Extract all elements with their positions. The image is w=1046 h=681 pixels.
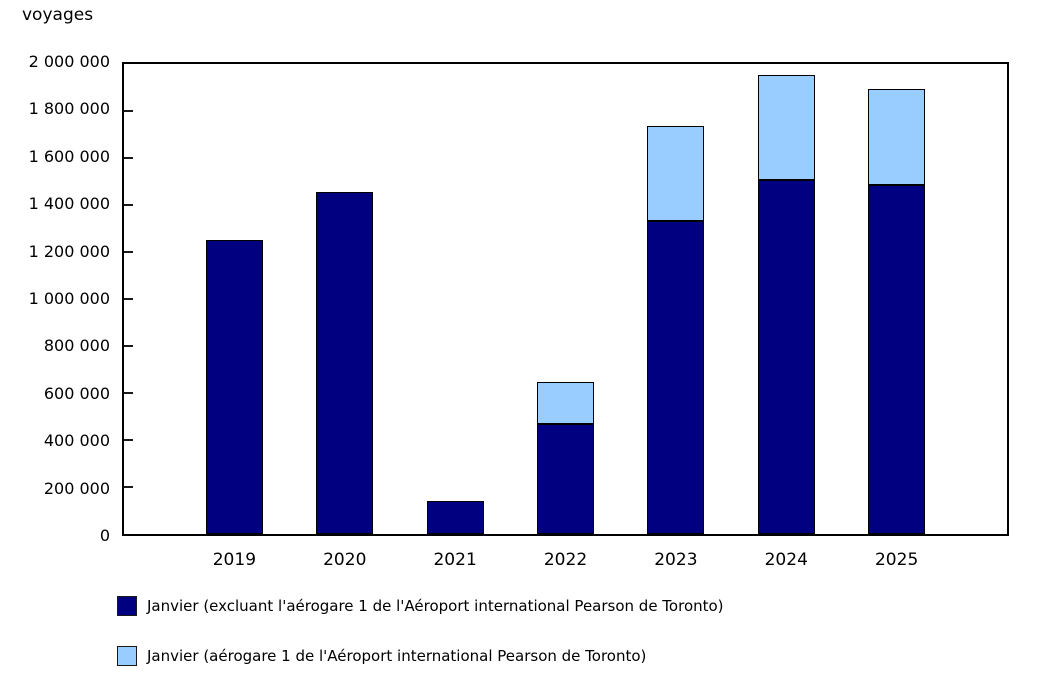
bar-segment-2025-series1 <box>868 89 926 185</box>
y-axis-tick-mark <box>124 157 133 159</box>
y-axis-tick-label: 2 000 000 <box>28 52 110 71</box>
legend-label: Janvier (aérogare 1 de l'Aéroport intern… <box>147 647 647 665</box>
x-axis-tick-label-2024: 2024 <box>764 550 808 570</box>
bar-segment-2024-series1 <box>757 75 815 180</box>
y-axis-tick-mark <box>124 392 133 394</box>
legend-swatch-icon <box>117 596 137 616</box>
legend: Janvier (excluant l'aérogare 1 de l'Aéro… <box>117 595 1037 681</box>
legend-label: Janvier (excluant l'aérogare 1 de l'Aéro… <box>147 597 724 615</box>
plot-inner <box>124 64 1007 534</box>
bar-segment-2019-series0 <box>205 240 263 534</box>
y-axis-tick-label: 1 000 000 <box>28 289 110 308</box>
y-axis-tick-label: 1 400 000 <box>28 194 110 214</box>
y-axis-tick-label: 200 000 <box>43 478 110 498</box>
y-axis-tick-label: 0 <box>99 526 110 545</box>
y-axis-tick-labels: 2 000 000 1 800 000 1 600 000 1 400 000 1 20… <box>0 52 110 545</box>
legend-swatch-icon <box>117 646 137 666</box>
x-axis-tick-label-2025: 2025 <box>874 550 919 570</box>
y-axis-tick-mark <box>124 204 133 206</box>
x-axis-tick-labels: 2019 2020 2021 2022 2023 2024 2025 <box>0 549 1046 573</box>
legend-item-0: Janvier (excluant l'aérogare 1 de l'Aéro… <box>117 595 1037 617</box>
y-axis-tick-label: 400 000 <box>43 431 110 451</box>
y-axis-tick-label: 1 200 000 <box>28 241 110 261</box>
x-axis-tick-label-2019: 2019 <box>212 550 257 570</box>
bar-2024 <box>757 64 815 534</box>
bar-2021 <box>426 64 484 534</box>
y-axis-tick-label: 1 600 000 <box>28 146 110 166</box>
y-axis-tick-mark <box>124 486 133 488</box>
y-axis-tick-mark <box>124 110 133 112</box>
bar-segment-2022-series0 <box>537 424 594 534</box>
y-axis-tick-mark <box>124 251 133 253</box>
x-axis-tick-label-2020: 2020 <box>323 550 367 570</box>
bar-2019 <box>205 64 263 534</box>
y-axis-tick-mark <box>124 345 133 347</box>
bar-segment-2025-series0 <box>868 185 926 534</box>
bar-segment-2021-series0 <box>426 501 484 534</box>
y-axis-tick-label: 600 000 <box>43 383 110 403</box>
y-axis-unit-label: voyages <box>22 5 94 25</box>
bar-segment-2020-series0 <box>316 192 374 534</box>
y-axis-tick-label: 800 000 <box>43 336 110 356</box>
x-axis-tick-label-2022: 2022 <box>543 550 588 570</box>
bar-segment-2024-series0 <box>757 180 815 534</box>
bar-2022 <box>537 64 594 534</box>
bar-segment-2022-series1 <box>537 382 594 424</box>
legend-item-1: Janvier (aérogare 1 de l'Aéroport intern… <box>117 645 1037 667</box>
y-axis-tick-mark <box>124 439 133 441</box>
plot-area <box>122 62 1009 536</box>
y-axis-tick-mark <box>124 298 133 300</box>
bar-2025 <box>868 64 926 534</box>
bar-segment-2023-series0 <box>647 221 705 534</box>
x-axis-tick-label-2021: 2021 <box>433 550 477 570</box>
x-axis-tick-label-2023: 2023 <box>654 550 698 570</box>
bar-segment-2023-series1 <box>647 126 705 221</box>
bar-2023 <box>647 64 705 534</box>
bar-2020 <box>316 64 374 534</box>
y-axis-tick-label: 1 800 000 <box>28 99 110 119</box>
